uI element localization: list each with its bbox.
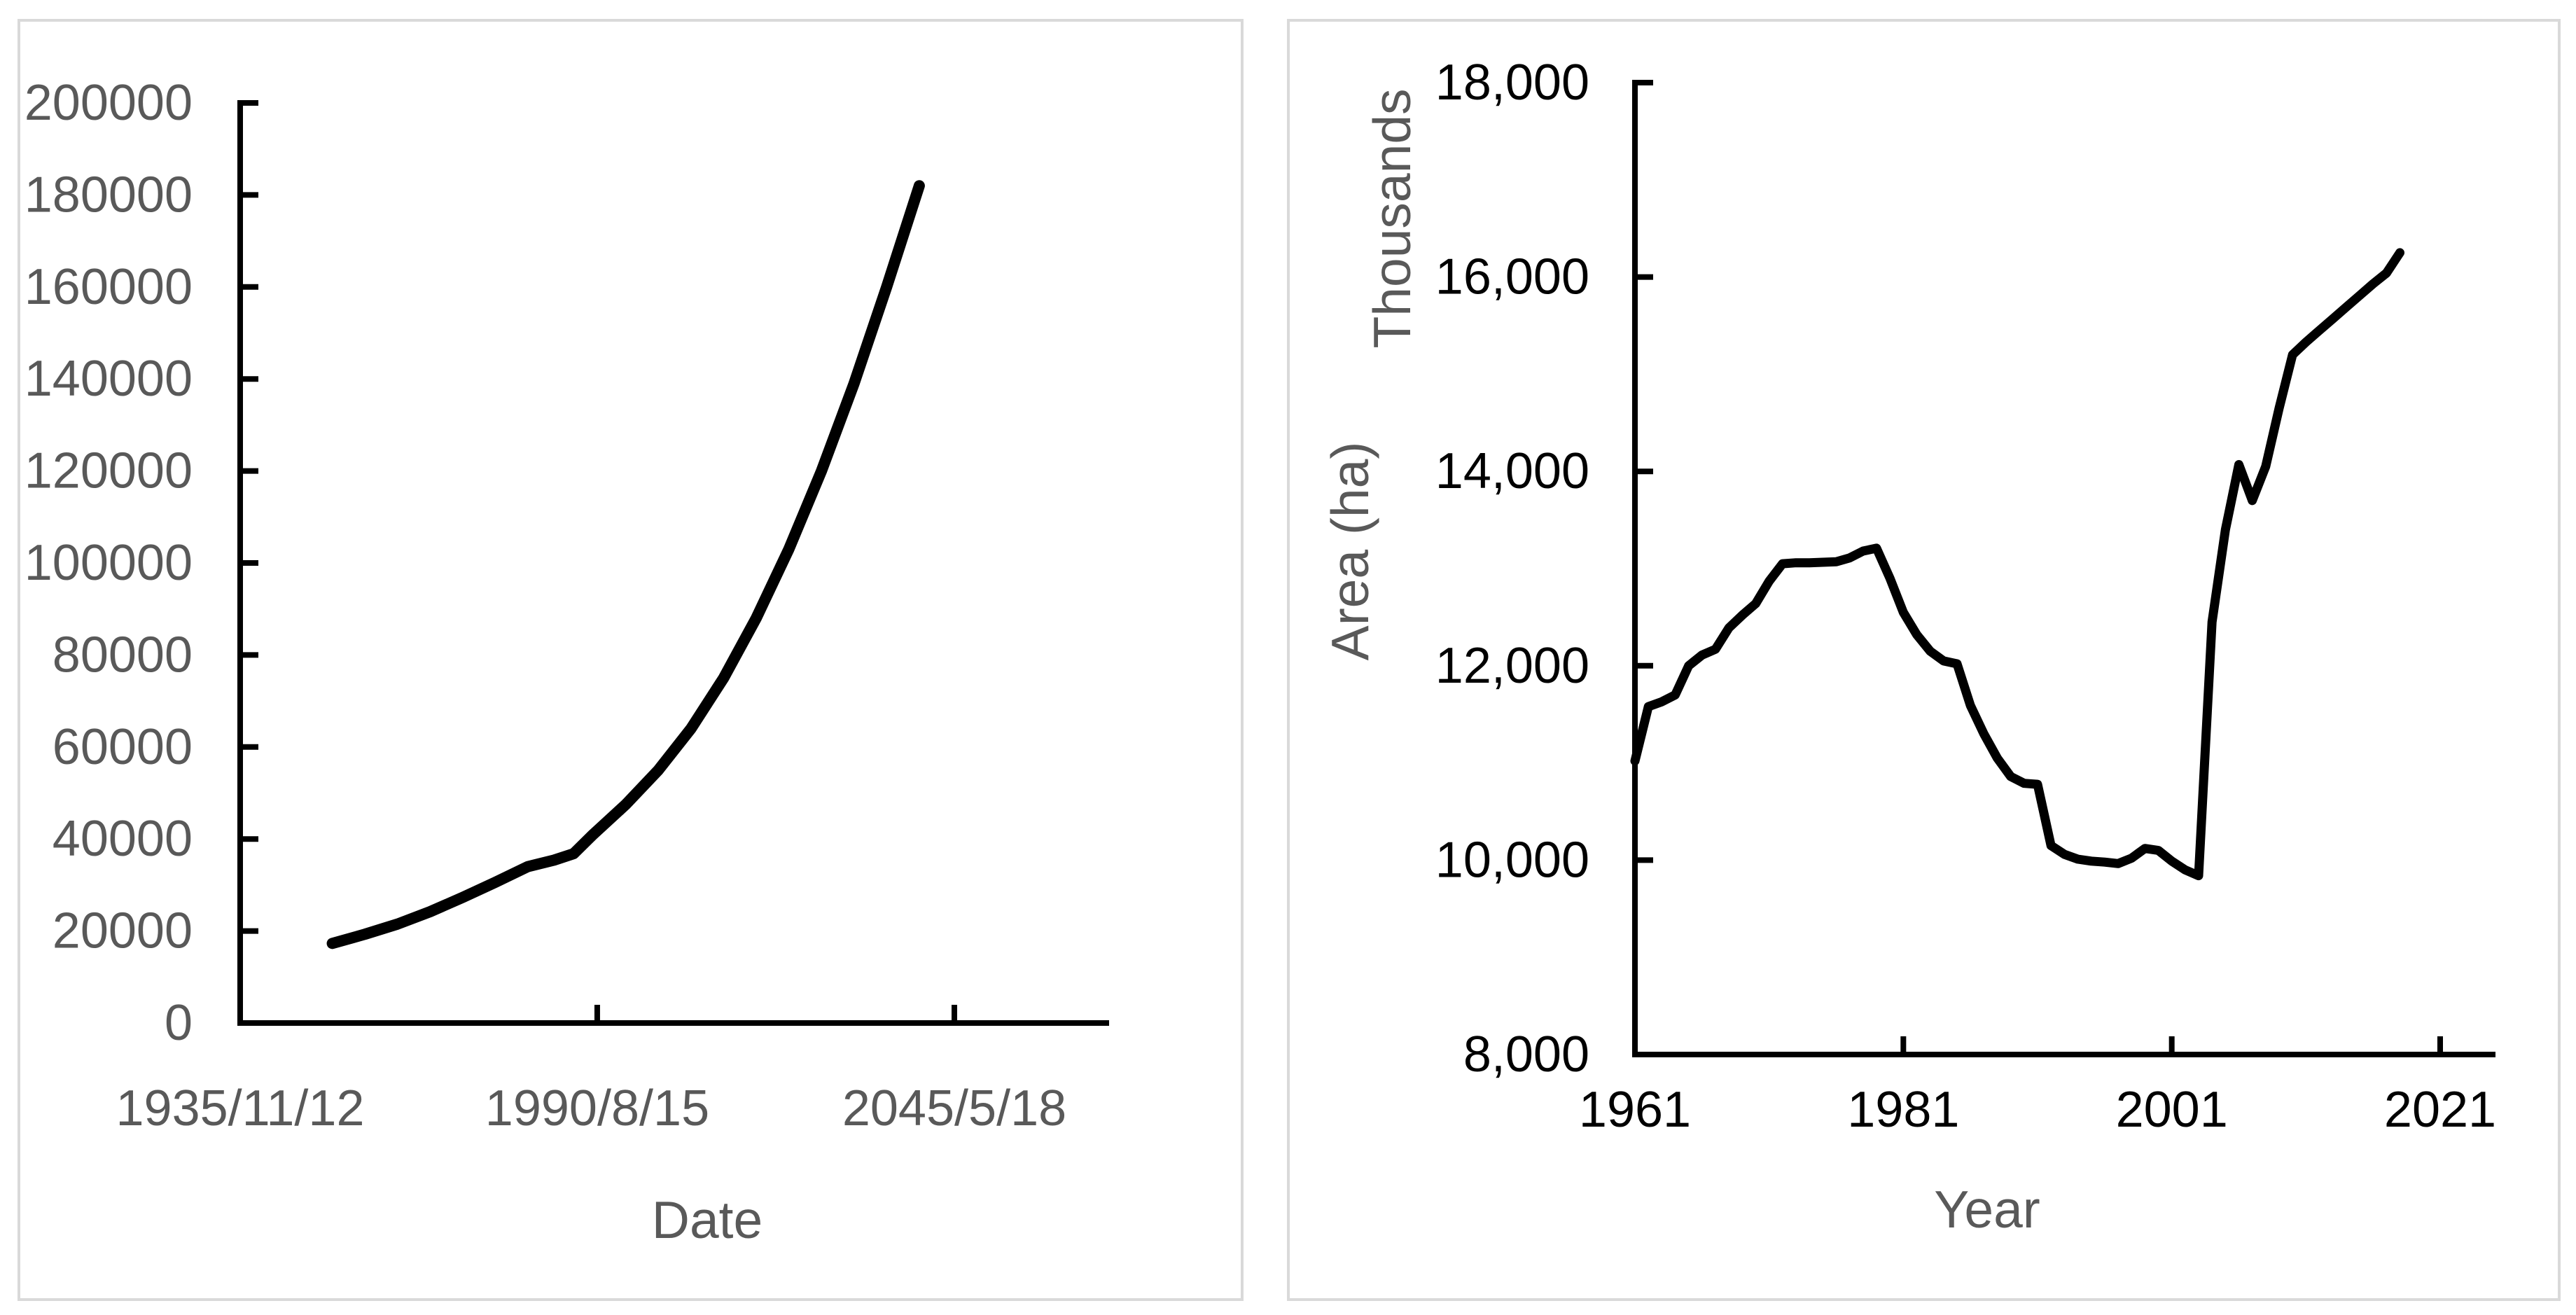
y-tick-label: 16,000: [1435, 249, 1589, 305]
x-axis-labels: 1935/11/12 1990/8/15 2045/5/18: [116, 1080, 1066, 1136]
x-tick-label: 2021: [2384, 1082, 2496, 1138]
x-tick-label: 1990/8/15: [485, 1080, 709, 1136]
y-tick-label: 180000: [25, 167, 193, 223]
x-axis-ticks: [237, 1005, 957, 1023]
y-axis-labels: 8,000 10,000 12,000 14,000 16,000 18,000: [1435, 55, 1589, 1083]
y-axis-ticks: [1635, 80, 1653, 1057]
axes: [1632, 80, 2495, 1057]
y-tick-label: 8,000: [1463, 1027, 1589, 1083]
y-tick-label: 20000: [53, 903, 193, 959]
area-series-line: [1630, 248, 2404, 881]
y-axis-labels: 0 20000 40000 60000 80000 100000 120000 140000 1…: [25, 75, 193, 1051]
y-axis-display-units-label: Thousands: [1363, 88, 1421, 348]
y-tick-label: 140000: [25, 351, 193, 407]
x-tick-label: 2045/5/18: [842, 1080, 1066, 1136]
x-tick-label: 1935/11/12: [116, 1080, 364, 1136]
y-tick-label: 120000: [25, 443, 193, 499]
date-series-line: [326, 180, 925, 949]
x-axis-ticks: [1632, 1036, 2443, 1055]
x-tick-label: 1981: [1847, 1082, 1959, 1138]
y-tick-label: 14,000: [1435, 443, 1589, 499]
y-tick-label: 100000: [25, 535, 193, 591]
x-axis-title: Year: [1934, 1180, 2040, 1239]
y-tick-label: 160000: [25, 259, 193, 315]
y-tick-label: 18,000: [1435, 55, 1589, 111]
y-tick-label: 0: [165, 995, 193, 1051]
left-chart-panel: 0 20000 40000 60000 80000 100000 120000 140000 1…: [18, 19, 1244, 1301]
x-tick-label: 1961: [1579, 1082, 1691, 1138]
panel-border: [18, 19, 1244, 1301]
y-tick-label: 40000: [53, 811, 193, 867]
left-chart: 0 20000 40000 60000 80000 100000 120000 140000 1…: [18, 19, 1244, 1301]
panel-border: [1287, 19, 2561, 1301]
y-tick-label: 10,000: [1435, 832, 1589, 888]
y-tick-label: 80000: [53, 627, 193, 683]
y-tick-label: 200000: [25, 75, 193, 131]
x-tick-label: 2001: [2116, 1082, 2228, 1138]
y-tick-label: 60000: [53, 719, 193, 775]
x-axis-title: Date: [652, 1190, 763, 1249]
x-axis-labels: 1961 1981 2001 2021: [1579, 1082, 2496, 1138]
y-axis-ticks: [240, 100, 258, 1026]
right-chart-panel: 8,000 10,000 12,000 14,000 16,000 18,000 1961 1…: [1287, 19, 2561, 1301]
y-axis-title: Area (ha): [1321, 442, 1379, 661]
y-tick-label: 12,000: [1435, 638, 1589, 694]
